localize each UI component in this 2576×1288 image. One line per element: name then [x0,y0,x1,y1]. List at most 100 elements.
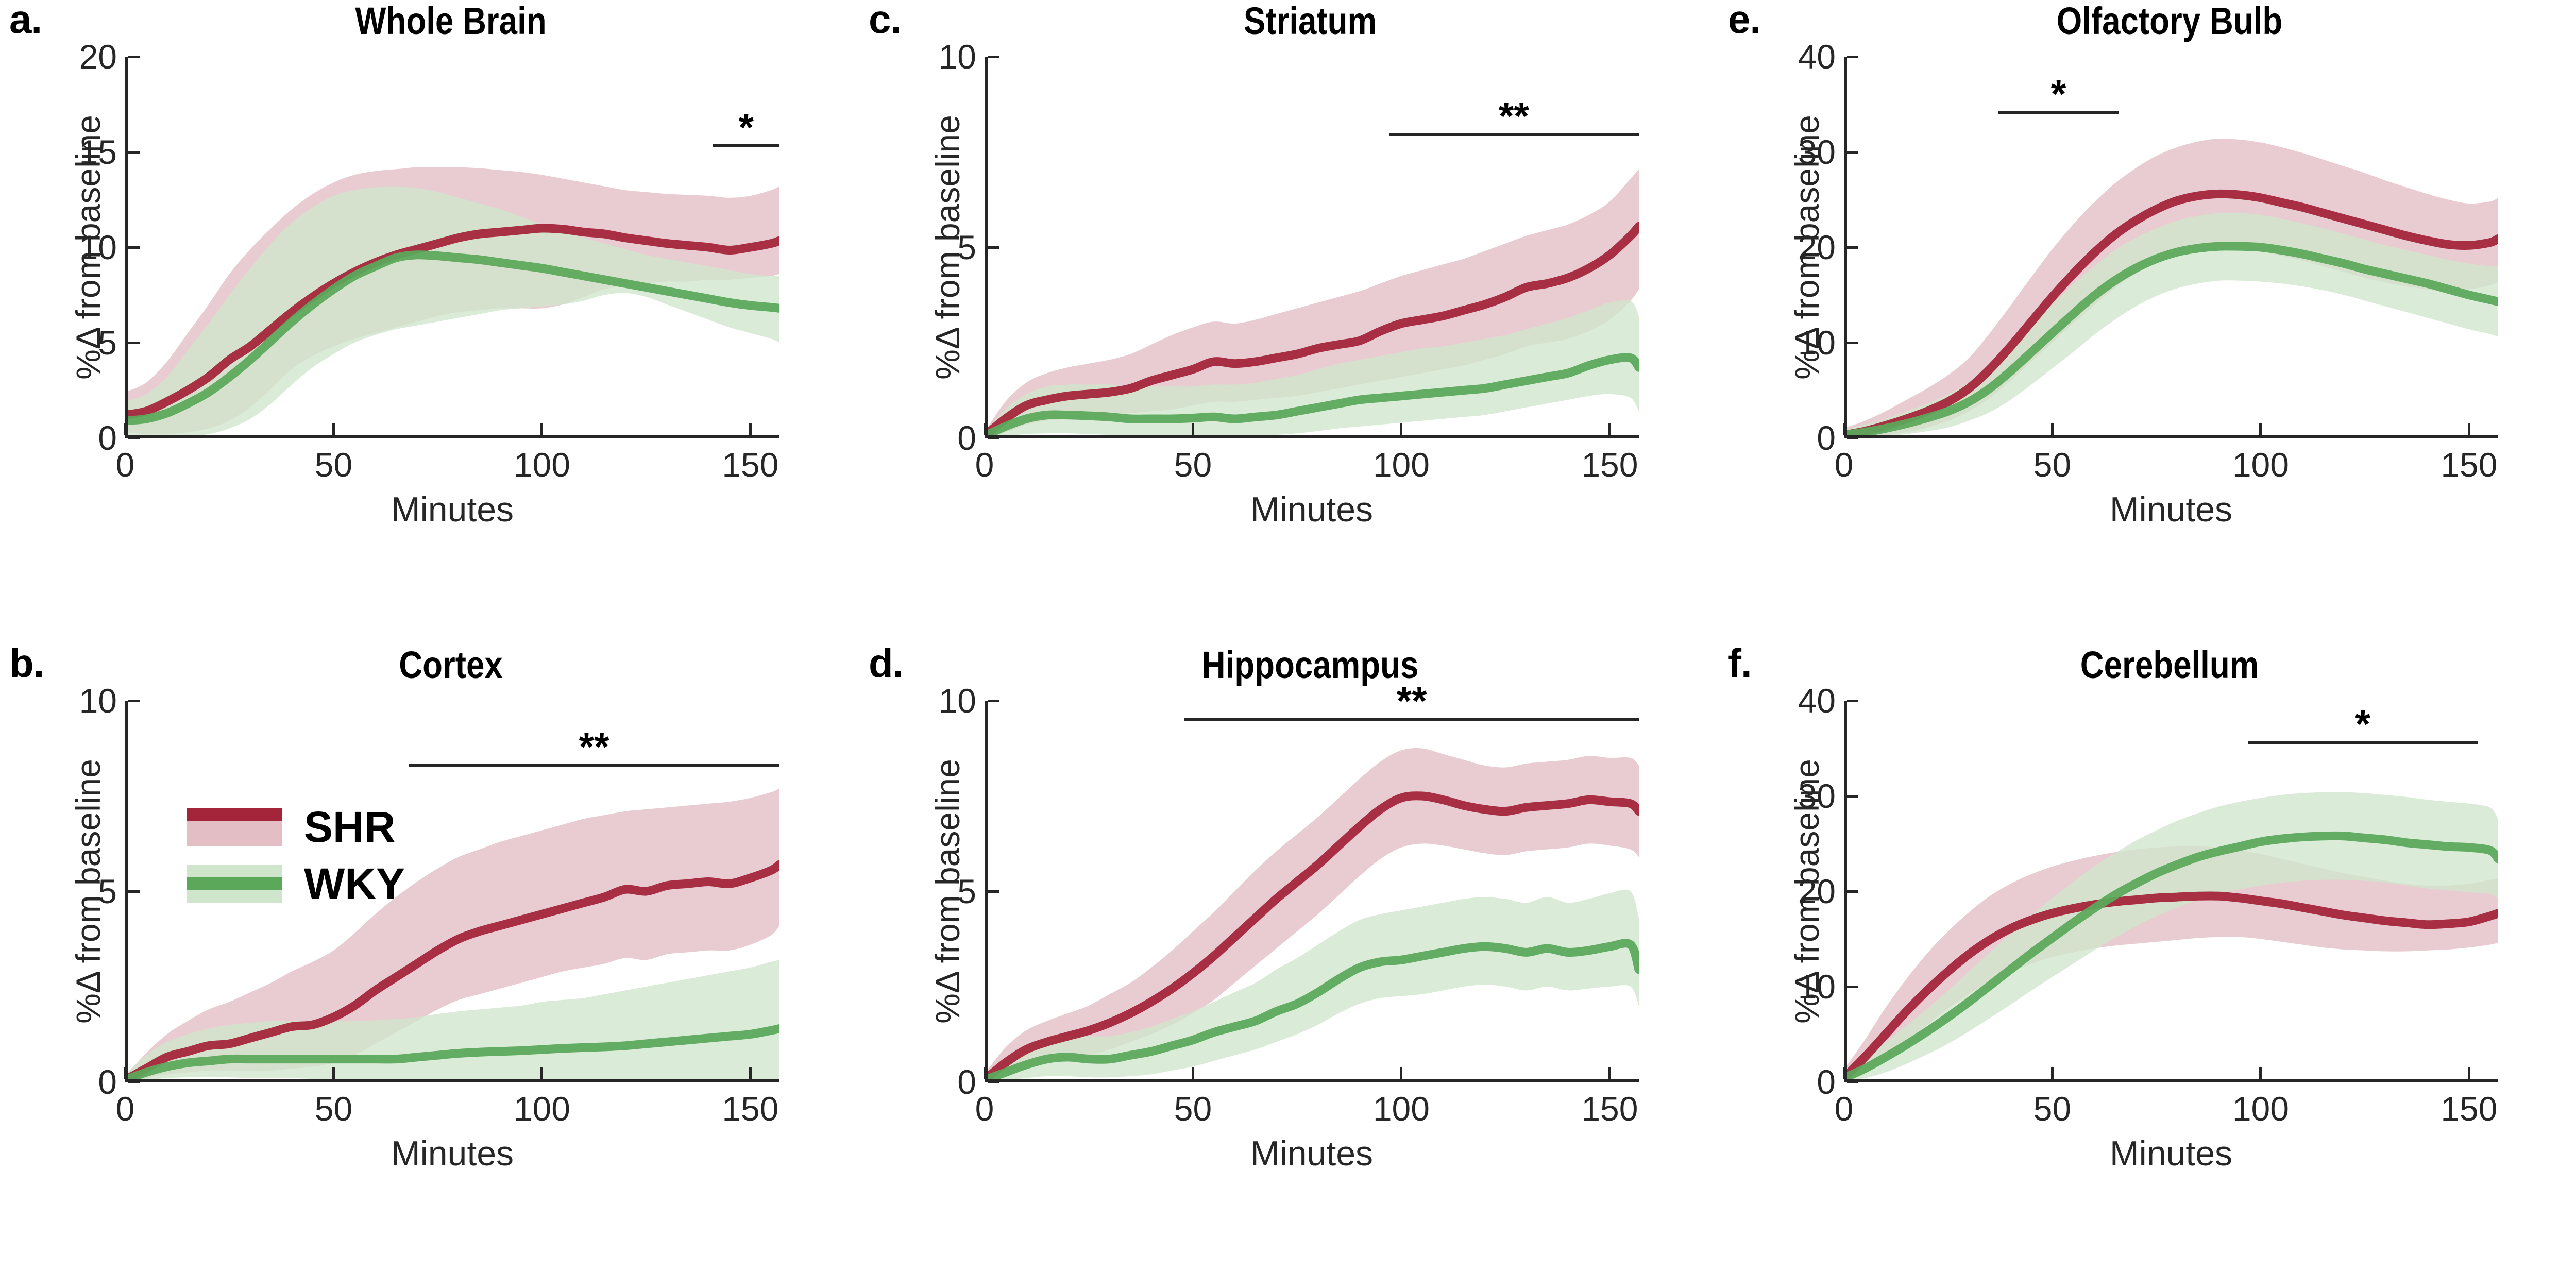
x-tick [1400,423,1403,435]
panel-a: a. Whole Brain 0 5 10 15 20 0 50 100 150 %Δ from ba… [0,0,859,644]
y-tick-label: 0 [957,419,976,457]
x-tick-label: 50 [314,1090,353,1128]
confidence-band-wky [985,299,1639,438]
panel-title: Hippocampus [1201,643,1419,686]
x-tick-label: 100 [513,1090,570,1128]
x-axis-label: Minutes [391,1134,514,1173]
panel-title: Olfactory Bulb [2056,0,2283,42]
x-axis-label: Minutes [2109,490,2233,529]
x-tick [1191,1067,1194,1079]
y-tick-label: 10 [938,38,976,76]
x-axis-spine [1844,1079,2498,1082]
x-tick [2467,1067,2470,1079]
y-tick-label: 0 [98,419,117,457]
y-tick [128,1080,140,1083]
y-axis-label: %Δ from baseline [928,115,967,380]
x-tick-label: 100 [1372,1090,1430,1128]
x-axis-spine [985,435,1639,438]
x-tick-label: 100 [513,446,570,484]
x-tick [332,423,335,435]
plot-area [1844,57,2498,438]
x-tick [1191,423,1194,435]
significance-stars: ** [1396,679,1427,723]
y-tick-label: 0 [98,1063,117,1101]
panel-title: Striatum [1243,0,1377,42]
y-tick-label: 10 [79,228,117,266]
x-axis-label: Minutes [1250,490,1374,529]
y-tick [1847,246,1858,249]
x-tick [1842,1067,1845,1079]
y-axis-label: %Δ from baseline [928,759,967,1024]
confidence-band-wky [125,186,779,437]
x-tick [2259,1067,2262,1079]
legend-item-shr: SHR [187,799,405,855]
y-tick [128,55,140,58]
series-line-wky [985,353,1639,438]
plot-area [125,701,779,1082]
y-tick [1847,1080,1858,1083]
confidence-band-wky [125,960,779,1082]
y-axis-label: %Δ from baseline [1788,759,1826,1024]
confidence-band-wky [1844,212,2498,438]
y-tick [988,890,999,893]
y-axis-spine [125,57,128,438]
x-axis-spine [125,1079,779,1082]
y-tick-label: 10 [938,682,976,720]
plot-box: 0 5 10 0 50 100 150 %Δ from baseline Minutes ** [928,682,1639,1173]
y-axis-label: %Δ from baseline [69,115,107,380]
plot-box: 0 5 10 0 50 100 150 %Δ from baseline Minutes ** SH… [69,682,779,1173]
significance-stars: * [2355,702,2370,746]
x-tick-label: 0 [1834,1090,1854,1128]
y-tick-label: 20 [1798,228,1836,266]
x-tick-label: 50 [2033,1090,2072,1128]
significance-bar [1998,111,2119,114]
x-tick-label: 150 [2441,1090,2498,1128]
x-tick-label: 150 [1581,446,1638,484]
y-tick [128,890,140,893]
panel-title: Cerebellum [2080,643,2259,686]
x-axis-spine [1844,435,2498,438]
plot-box: 0 5 10 15 20 0 50 100 150 %Δ from baseline Minutes… [69,38,779,529]
y-tick [128,436,140,439]
y-tick [1847,890,1858,893]
x-tick-label: 100 [2232,446,2289,484]
y-tick-label: 5 [957,228,976,266]
x-tick [749,423,752,435]
panel-f: f. Cerebellum 0 10 20 30 40 0 50 100 150 %Δ from ba… [1719,640,2576,1288]
y-tick-label: 0 [1817,419,1836,457]
panel-d: d. Hippocampus 0 5 10 0 50 100 150 %Δ from baseli… [859,640,1719,1288]
plot-area [985,701,1639,1082]
x-tick [2050,1067,2054,1079]
y-tick [1847,341,1858,344]
x-tick-label: 150 [1581,1090,1638,1128]
series-line-wky [1844,831,2498,1082]
series-line-wky [125,1024,779,1082]
x-tick [1842,423,1845,435]
legend-line [187,808,282,821]
x-tick [332,1067,335,1079]
y-tick-label: 10 [79,682,117,720]
x-tick [1608,1067,1611,1079]
x-tick-label: 50 [314,446,353,484]
x-tick-label: 150 [722,1090,779,1128]
series-line-shr [125,224,779,420]
significance-bar [1184,718,1639,721]
x-tick-label: 0 [1834,446,1854,484]
y-tick [1847,699,1858,702]
panel-c: c. Striatum 0 5 10 0 50 100 150 %Δ from baseline M… [859,0,1719,644]
x-tick-label: 150 [722,446,779,484]
confidence-band-shr [125,788,779,1082]
x-axis-label: Minutes [391,490,514,529]
y-tick-label: 40 [1798,38,1836,76]
series-line-wky [1844,242,2498,438]
x-tick-label: 50 [2033,446,2072,484]
y-tick-label: 20 [1798,872,1836,910]
y-tick [988,699,999,702]
legend-label: WKY [304,859,405,908]
plot-area [1844,701,2498,1082]
x-tick-label: 50 [1174,446,1212,484]
y-tick-label: 5 [98,324,117,362]
confidence-band-wky [1844,792,2498,1082]
x-tick [749,1067,752,1079]
panel-letter: c. [869,0,902,42]
